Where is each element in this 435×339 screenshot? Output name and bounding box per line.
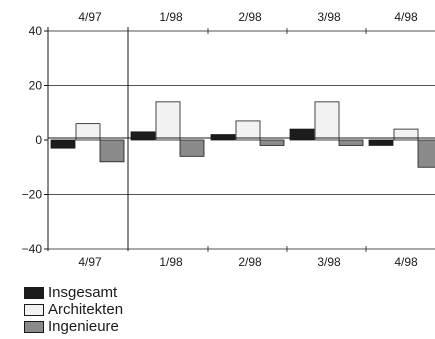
y-tick-label-4: −40 — [22, 242, 43, 256]
grid-lines — [48, 30, 435, 250]
y-tick-label-3: −20 — [22, 188, 43, 202]
y-tick-labels: 40 20 0 −20 −40 — [22, 24, 43, 256]
y-tick-label-0: 40 — [29, 24, 43, 38]
bar-architekten-1-98 — [155, 101, 181, 141]
x-tick-label-top-1: 1/98 — [159, 10, 183, 24]
x-tick-label-top-0: 4/97 — [78, 10, 102, 24]
legend-label-ingenieure: Ingenieure — [48, 318, 119, 335]
bar-insgesamt-2-98 — [210, 134, 236, 141]
bar-ingenieure-1-98 — [179, 139, 205, 157]
legend-swatch-ingenieure — [24, 320, 44, 333]
bars — [50, 101, 435, 168]
x-tick-label-top-2: 2/98 — [238, 10, 262, 24]
x-tick-label-top-3: 3/98 — [317, 10, 341, 24]
bar-architekten-4-98 — [393, 128, 419, 141]
bar-insgesamt-4-97 — [50, 139, 76, 149]
bar-insgesamt-3-98 — [289, 128, 315, 141]
legend-item-architekten: Architekten — [24, 301, 123, 318]
x-tick-label-bottom-1: 1/98 — [159, 255, 183, 269]
legend-item-ingenieure: Ingenieure — [24, 318, 123, 335]
bar-architekten-3-98 — [314, 101, 340, 141]
bar-ingenieure-4-97 — [99, 139, 125, 163]
x-tick-labels: 4/97 4/97 1/98 1/98 2/98 2/98 3/98 3/98 4/98 4/98 — [78, 10, 418, 269]
legend-label-insgesamt: Insgesamt — [48, 284, 118, 301]
x-tick-label-bottom-4: 4/98 — [394, 255, 418, 269]
x-tick-label-bottom-3: 3/98 — [317, 255, 341, 269]
legend-swatch-insgesamt — [24, 286, 44, 299]
x-tick-label-top-4: 4/98 — [394, 10, 418, 24]
bar-insgesamt-1-98 — [130, 131, 156, 141]
y-tick-label-2: 0 — [35, 133, 42, 147]
bar-architekten-2-98 — [235, 120, 261, 141]
x-tick-label-bottom-2: 2/98 — [238, 255, 262, 269]
bar-insgesamt-4-98 — [368, 139, 394, 146]
legend-label-architekten: Architekten — [48, 301, 124, 318]
bar-ingenieure-4-98 — [417, 139, 435, 168]
y-tick-label-1: 20 — [29, 79, 43, 93]
bar-architekten-4-97 — [75, 123, 101, 141]
legend-item-insgesamt: Insgesamt — [24, 284, 123, 301]
legend: Insgesamt Architekten Ingenieure — [24, 284, 123, 335]
axes — [44, 27, 435, 252]
bar-ingenieure-3-98 — [338, 139, 364, 146]
x-tick-label-bottom-0: 4/97 — [78, 255, 102, 269]
bar-ingenieure-2-98 — [259, 139, 285, 146]
legend-swatch-architekten — [24, 303, 44, 316]
